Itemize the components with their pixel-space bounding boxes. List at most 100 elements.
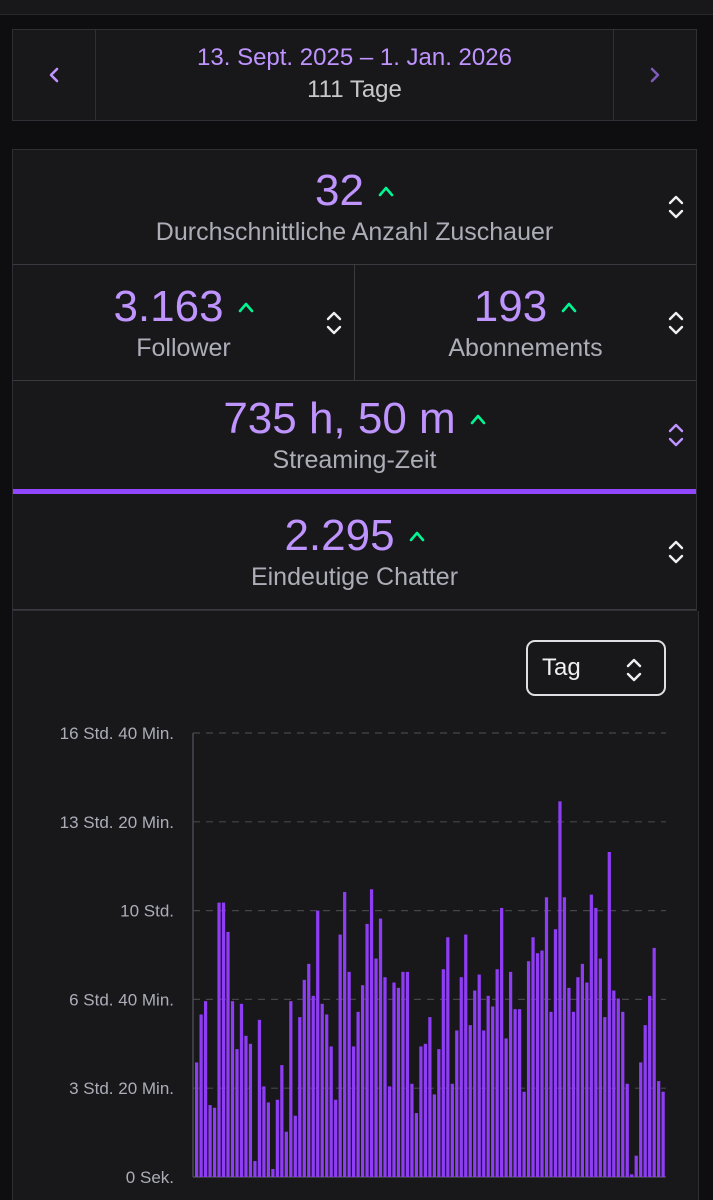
chart-bar[interactable] [280, 1065, 284, 1177]
chart-bar[interactable] [414, 1113, 419, 1177]
chart-bar[interactable] [567, 987, 571, 1177]
stat-streaming-time[interactable]: 735 h, 50 m Streaming-Zeit [13, 381, 696, 489]
chart-bar[interactable] [482, 1030, 486, 1177]
chart-bar[interactable] [473, 990, 477, 1177]
sort-toggle-icon[interactable] [326, 310, 342, 336]
chart-bar[interactable] [217, 902, 221, 1177]
chart-bar[interactable] [401, 971, 405, 1177]
chart-bar[interactable] [589, 894, 593, 1177]
sort-toggle-icon[interactable] [668, 539, 684, 565]
chart-bar[interactable] [553, 929, 558, 1177]
chart-bar[interactable] [226, 931, 230, 1177]
chart-bar[interactable] [248, 1043, 253, 1177]
date-range-display[interactable]: 13. Sept. 2025 – 1. Jan. 2026 111 Tage [96, 30, 613, 120]
sort-toggle-icon[interactable] [668, 194, 684, 220]
chart-bar[interactable] [661, 1091, 665, 1177]
chart-bar[interactable] [338, 934, 342, 1177]
chart-bar[interactable] [450, 1083, 454, 1177]
chart-bar[interactable] [486, 995, 490, 1177]
chart-bar[interactable] [477, 974, 481, 1177]
chart-bar[interactable] [437, 1049, 441, 1177]
chart-bar[interactable] [365, 923, 369, 1177]
chart-bar[interactable] [203, 1001, 208, 1177]
chart-bar[interactable] [446, 937, 450, 1177]
chart-bar[interactable] [571, 1011, 576, 1177]
chart-bar[interactable] [284, 1131, 288, 1177]
chart-bar[interactable] [509, 971, 513, 1177]
chart-bar[interactable] [500, 907, 504, 1177]
chart-bar[interactable] [603, 1017, 607, 1177]
chart-bar[interactable] [392, 982, 396, 1177]
chart-bar[interactable] [271, 1169, 275, 1177]
chart-bar[interactable] [316, 910, 320, 1177]
chart-bar[interactable] [235, 1049, 239, 1177]
chart-bar[interactable] [208, 1105, 212, 1177]
chart-bar[interactable] [378, 918, 383, 1177]
chart-bar[interactable] [540, 950, 544, 1177]
chart-bar[interactable] [652, 947, 656, 1177]
chart-bar[interactable] [432, 1094, 436, 1177]
chart-bar[interactable] [594, 907, 598, 1177]
chart-bar[interactable] [253, 1161, 257, 1177]
chart-bar[interactable] [347, 971, 351, 1177]
chart-bar[interactable] [195, 1062, 199, 1177]
chart-bar[interactable] [266, 1102, 270, 1177]
chart-bar[interactable] [230, 1001, 235, 1177]
chart-bar[interactable] [531, 937, 535, 1177]
next-period-button[interactable] [613, 30, 696, 120]
chart-bar[interactable] [464, 934, 468, 1177]
chart-bar[interactable] [513, 1009, 517, 1177]
chart-bar[interactable] [625, 1083, 629, 1177]
chart-bar[interactable] [585, 982, 589, 1177]
chart-bar[interactable] [616, 998, 620, 1177]
chart-bar[interactable] [275, 1099, 279, 1177]
chart-bar[interactable] [648, 995, 652, 1177]
chart-bar[interactable] [369, 889, 374, 1177]
chart-bar[interactable] [544, 897, 549, 1177]
chart-bar[interactable] [634, 1155, 638, 1177]
chart-bar[interactable] [352, 1046, 356, 1177]
chart-bar[interactable] [468, 1025, 472, 1177]
chart-bar[interactable] [607, 852, 611, 1177]
chart-bar[interactable] [526, 961, 531, 1177]
sort-toggle-icon[interactable] [668, 310, 684, 336]
chart-bar[interactable] [455, 1030, 459, 1177]
sort-toggle-icon[interactable] [668, 422, 684, 448]
chart-bar[interactable] [298, 1017, 302, 1177]
chart-bar[interactable] [239, 1003, 244, 1177]
chart-bar[interactable] [657, 1081, 661, 1177]
chart-bar[interactable] [558, 801, 562, 1177]
chart-bar[interactable] [311, 995, 315, 1177]
chart-bar[interactable] [356, 1011, 360, 1177]
chart-bar[interactable] [522, 1091, 526, 1177]
chart-bar[interactable] [504, 1038, 508, 1177]
chart-bar[interactable] [320, 1003, 324, 1177]
chart-bar[interactable] [244, 1035, 248, 1177]
chart-bar[interactable] [630, 1174, 634, 1177]
chart-bar[interactable] [441, 969, 445, 1177]
stat-subscriptions[interactable]: 193 Abonnements [354, 265, 696, 380]
chart-bar[interactable] [383, 977, 387, 1177]
stat-unique-chatters[interactable]: 2.295 Eindeutige Chatter [13, 494, 696, 609]
chart-bar[interactable] [374, 958, 378, 1177]
chart-bar[interactable] [423, 1043, 427, 1177]
chart-bar[interactable] [199, 1014, 203, 1178]
interval-select[interactable]: Tag [526, 640, 666, 696]
chart-bar[interactable] [598, 958, 602, 1177]
chart-bar[interactable] [329, 1046, 333, 1177]
chart-bar[interactable] [459, 977, 463, 1177]
chart-bar[interactable] [535, 953, 540, 1177]
chart-bar[interactable] [495, 969, 499, 1177]
chart-bar[interactable] [580, 963, 584, 1177]
chart-bar[interactable] [343, 891, 347, 1177]
chart-bar[interactable] [293, 1115, 297, 1177]
chart-bar[interactable] [612, 990, 616, 1177]
chart-bar[interactable] [405, 971, 410, 1177]
chart-bar[interactable] [643, 1025, 647, 1177]
stat-followers[interactable]: 3.163 Follower [13, 265, 354, 380]
chart-bar[interactable] [410, 1083, 414, 1177]
chart-bar[interactable] [517, 1009, 522, 1177]
chart-bar[interactable] [396, 987, 401, 1177]
chart-bar[interactable] [221, 902, 226, 1177]
chart-bar[interactable] [360, 985, 365, 1177]
